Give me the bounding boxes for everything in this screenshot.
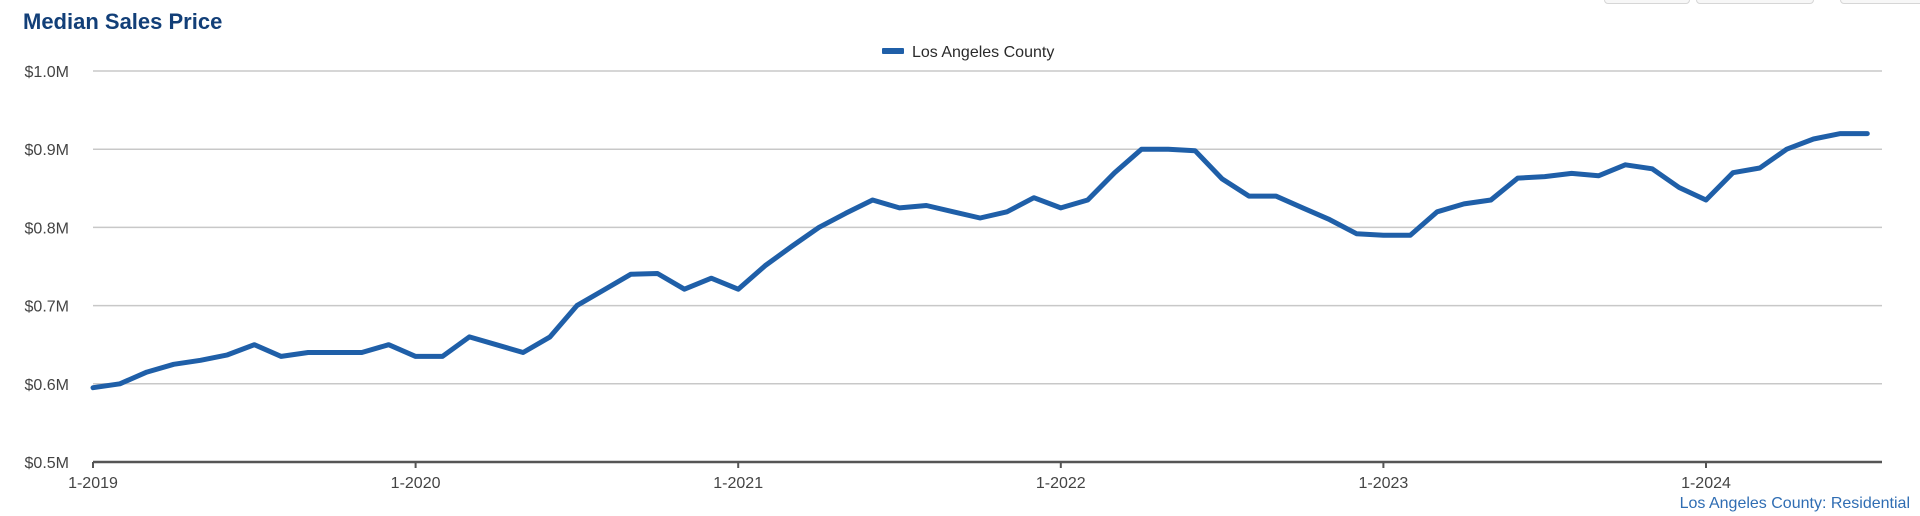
series-line: [90, 131, 1870, 391]
axes: $0.5M $0.6M $0.7M $0.8M $0.9M $1.0M 1-2019 1-20…: [25, 64, 1882, 492]
x-tick-label: 1-2024: [1681, 475, 1731, 492]
legend-label: Los Angeles County: [912, 44, 1054, 61]
x-tick-label: 1-2021: [713, 475, 763, 492]
y-tick-label: $0.7M: [25, 299, 69, 316]
x-tick-label: 1-2022: [1036, 475, 1086, 492]
x-tick-label: 1-2020: [391, 475, 441, 492]
series-layer: [90, 131, 1870, 391]
source-note: Los Angeles County: Residential: [1680, 495, 1910, 512]
x-tick-label: 1-2019: [68, 475, 118, 492]
chart-title: Median Sales Price: [23, 9, 223, 34]
y-tick-label: $0.8M: [25, 220, 69, 237]
y-tick-label: $0.6M: [25, 377, 69, 394]
legend: Los Angeles County: [882, 44, 1054, 61]
y-tick-label: $0.5M: [25, 455, 69, 472]
toolbar-button-3[interactable]: [1840, 0, 1920, 4]
gridlines: [93, 70, 1882, 385]
y-tick-label: $0.9M: [25, 142, 69, 159]
x-tick-label: 1-2023: [1358, 475, 1408, 492]
legend-swatch: [882, 48, 904, 54]
y-tick-label: $1.0M: [25, 64, 69, 81]
